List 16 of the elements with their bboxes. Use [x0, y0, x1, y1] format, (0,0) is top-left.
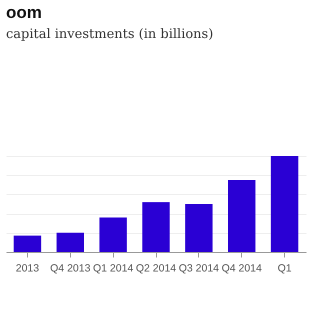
x-tick-label: Q1: [278, 262, 292, 274]
bar: [185, 204, 213, 252]
bar: [56, 232, 84, 252]
chart-title: oom: [6, 3, 42, 22]
bar: [142, 202, 170, 252]
chart-subtitle: capital investments (in billions): [6, 27, 214, 42]
x-tick-label: Q4 2014: [222, 262, 262, 274]
bar: [228, 180, 256, 252]
bar: [99, 217, 127, 252]
x-tick-label: Q3 2014: [178, 262, 220, 274]
x-tick-label: 2013: [16, 262, 40, 274]
x-tick-label: Q1 2014: [92, 262, 134, 274]
bar: [14, 236, 42, 252]
x-tick-label: Q2 2014: [136, 262, 176, 274]
x-tick-label: Q4 2013: [50, 262, 91, 274]
bar: [270, 156, 298, 252]
